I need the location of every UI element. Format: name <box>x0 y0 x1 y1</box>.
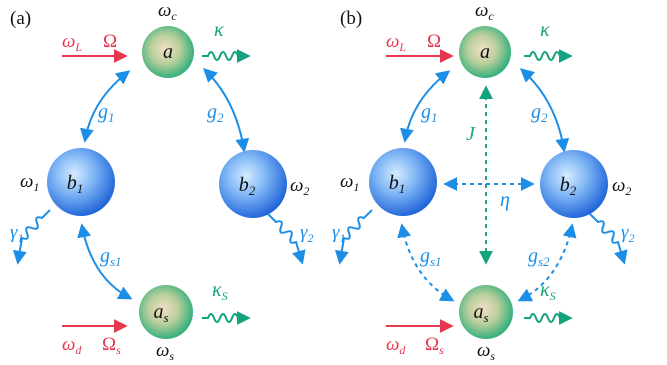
panel-b: (b) ωL Ω ωc a κ g1 g2 J η ω1 b1 b2 ω2 <box>332 0 635 363</box>
node-as-label: as <box>153 301 168 325</box>
node-a-label: a <box>163 41 173 63</box>
drive-top-amp: Ω <box>427 31 441 52</box>
freq-b1-label: ω1 <box>20 171 39 194</box>
freq-b2-label: ω2 <box>290 175 309 198</box>
drive-top-freq: ωL <box>62 31 82 54</box>
drive-top-amp: Ω <box>103 31 117 52</box>
drive-bottom-freq: ωd <box>62 334 82 357</box>
gamma1-wave <box>12 209 51 265</box>
drive-top-freq: ωL <box>386 31 406 54</box>
g2-label: g2 <box>531 101 548 125</box>
kappa-s-wave <box>524 311 573 325</box>
gamma1-wave <box>334 209 373 265</box>
node-a-label: a <box>480 41 490 63</box>
kappa-label: κ <box>214 19 224 41</box>
g2-coupling-arrow <box>202 68 250 153</box>
kappa-s-label: κS <box>212 279 228 303</box>
kappa-s-wave <box>202 311 251 325</box>
panel-b-tag: (b) <box>340 8 362 29</box>
node-as-sphere <box>459 285 513 339</box>
node-b1-label: b1 <box>389 172 406 196</box>
node-b2-sphere <box>219 150 287 218</box>
node-as-sphere <box>139 285 193 339</box>
freq-as-label: ωs <box>477 340 495 363</box>
node-b1-label: b1 <box>67 172 84 196</box>
drive-bottom-freq: ωd <box>386 334 406 357</box>
freq-b1-label: ω1 <box>340 171 359 194</box>
g1-label: g1 <box>98 101 115 125</box>
J-label: J <box>466 123 476 145</box>
gs1-label: gs1 <box>420 245 442 269</box>
node-a-sphere <box>459 26 511 78</box>
gamma2-label: γ2 <box>300 222 314 245</box>
kappa-wave <box>202 49 251 63</box>
node-b1-sphere <box>47 148 115 216</box>
node-b2-sphere <box>540 150 608 218</box>
gamma2-label: γ2 <box>621 222 635 245</box>
gamma1-label: γ1 <box>332 222 346 245</box>
gamma2-wave <box>267 213 306 265</box>
g1-label: g1 <box>421 101 438 125</box>
freq-as-label: ωs <box>156 340 174 363</box>
kappa-label: κ <box>540 19 550 41</box>
freq-a-label: ωc <box>475 0 494 23</box>
node-as-label: as <box>473 301 488 325</box>
node-b2-label: b2 <box>239 174 256 198</box>
freq-b2-label: ω2 <box>612 175 631 198</box>
panel-a: (a) ωL Ω ωc a κ g1 g2 ω1 b1 b2 ω2 γ1 γ2 <box>10 0 314 363</box>
node-b2-label: b2 <box>560 174 577 198</box>
g2-label: g2 <box>207 101 224 125</box>
kappa-wave <box>524 49 573 63</box>
drive-bottom-amp: Ωs <box>102 334 121 357</box>
node-b1-sphere <box>369 148 437 216</box>
gamma1-label: γ1 <box>10 222 24 245</box>
gs2-label: gs2 <box>528 245 550 269</box>
gs2-coupling-arrow <box>517 223 577 302</box>
g1-coupling-arrow <box>400 70 451 143</box>
g1-coupling-arrow <box>80 70 131 143</box>
eta-label: η <box>500 189 510 211</box>
freq-a-label: ωc <box>158 0 177 23</box>
gamma2-wave <box>589 213 628 265</box>
gs1-coupling-arrow <box>397 223 455 302</box>
drive-bottom-amp: Ωs <box>425 334 444 357</box>
gs1-label: gs1 <box>100 245 122 269</box>
g2-coupling-arrow <box>519 68 570 153</box>
gs1-coupling-arrow <box>77 223 133 300</box>
panel-a-tag: (a) <box>10 8 31 29</box>
kappa-s-label: κS <box>540 279 556 303</box>
node-a-sphere <box>142 26 194 78</box>
